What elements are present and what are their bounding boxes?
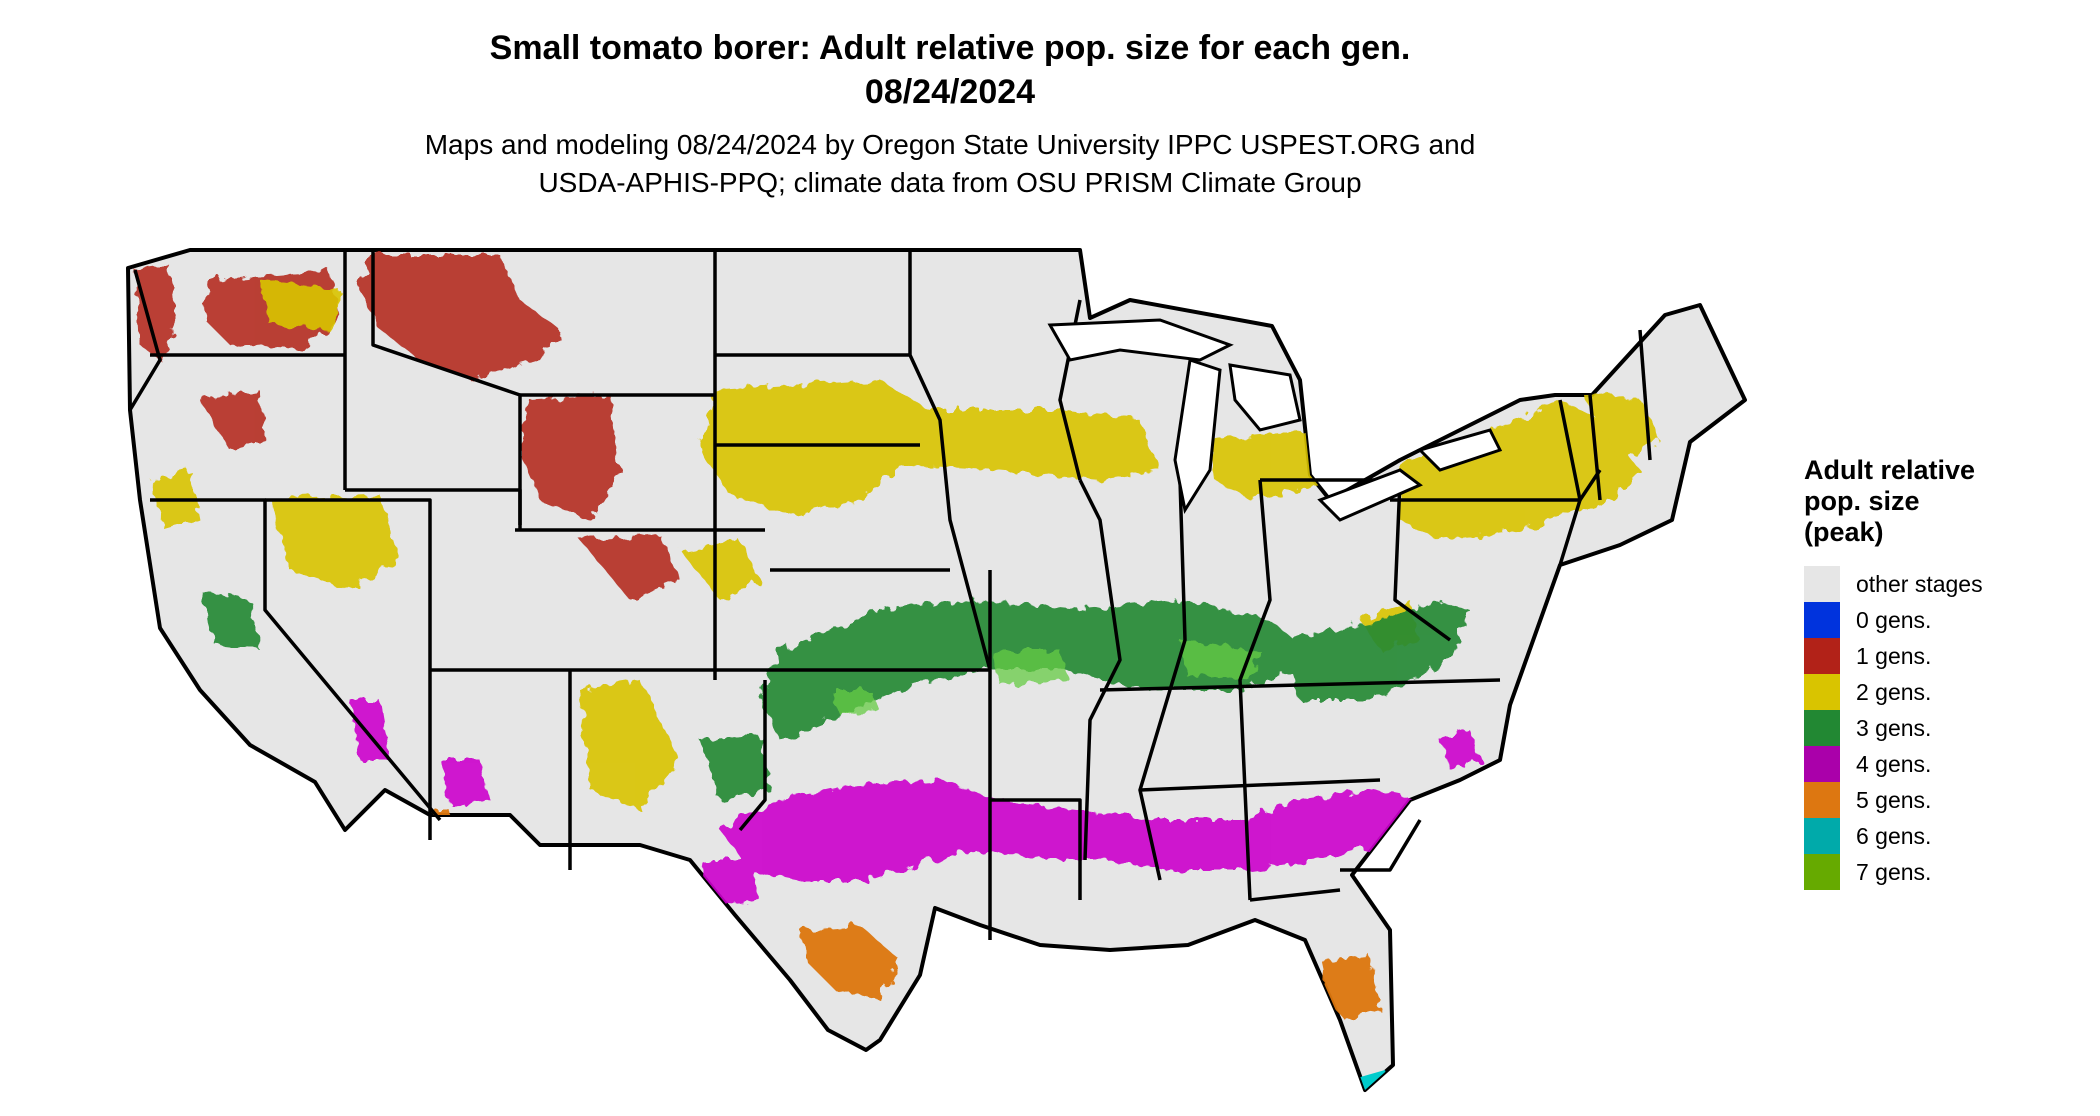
legend-list: other stages 0 gens. 1 gens. 2 gens. 3 g… xyxy=(1804,566,2064,890)
legend-swatch xyxy=(1804,674,1840,710)
legend-item-other-stages: other stages xyxy=(1804,566,2064,602)
legend-title-line: (peak) xyxy=(1804,517,1884,547)
legend-item-3-gens: 3 gens. xyxy=(1804,710,2064,746)
legend-title-line: pop. size xyxy=(1804,486,1920,516)
map-date: 08/24/2024 xyxy=(864,73,1036,111)
legend-swatch xyxy=(1804,854,1840,890)
zone-2-gens xyxy=(150,280,1660,810)
legend-label: 0 gens. xyxy=(1856,606,1932,633)
legend-label: 5 gens. xyxy=(1856,786,1932,813)
legend-label: other stages xyxy=(1856,570,1983,597)
great-lakes xyxy=(1047,318,1503,522)
state-borders xyxy=(128,250,1652,940)
legend-label: 2 gens. xyxy=(1856,678,1932,705)
legend-swatch xyxy=(1804,782,1840,818)
legend-label: 7 gens. xyxy=(1856,858,1932,885)
legend-title-line: Adult relative xyxy=(1804,455,1976,485)
legend-swatch xyxy=(1804,602,1840,638)
legend-item-1-gens: 1 gens. xyxy=(1804,638,2064,674)
legend-swatch xyxy=(1804,566,1840,602)
zone-7-gens xyxy=(830,640,1260,715)
legend-item-5-gens: 5 gens. xyxy=(1804,782,2064,818)
legend-item-6-gens: 6 gens. xyxy=(1804,818,2064,854)
legend-swatch xyxy=(1804,710,1840,746)
legend: Adult relative pop. size (peak) other st… xyxy=(1804,455,2064,890)
legend-swatch xyxy=(1804,818,1840,854)
legend-swatch xyxy=(1804,746,1840,782)
map-credit-line-1: Maps and modeling 08/24/2024 by Oregon S… xyxy=(424,129,1476,160)
us-map xyxy=(126,248,1747,1092)
legend-label: 6 gens. xyxy=(1856,822,1932,849)
legend-item-2-gens: 2 gens. xyxy=(1804,674,2064,710)
generation-zones xyxy=(135,255,1660,1090)
map-title: Small tomato borer: Adult relative pop. … xyxy=(489,29,1411,67)
legend-item-4-gens: 4 gens. xyxy=(1804,746,2064,782)
legend-label: 1 gens. xyxy=(1856,642,1932,669)
legend-swatch xyxy=(1804,638,1840,674)
legend-title: Adult relative pop. size (peak) xyxy=(1804,455,2064,548)
zone-4-gens xyxy=(350,700,1480,905)
legend-label: 3 gens. xyxy=(1856,714,1932,741)
legend-label: 4 gens. xyxy=(1856,750,1932,777)
legend-item-7-gens: 7 gens. xyxy=(1804,854,2064,890)
legend-item-0-gens: 0 gens. xyxy=(1804,602,2064,638)
map-credit-line-2: USDA-APHIS-PPQ; climate data from OSU PR… xyxy=(538,167,1362,198)
